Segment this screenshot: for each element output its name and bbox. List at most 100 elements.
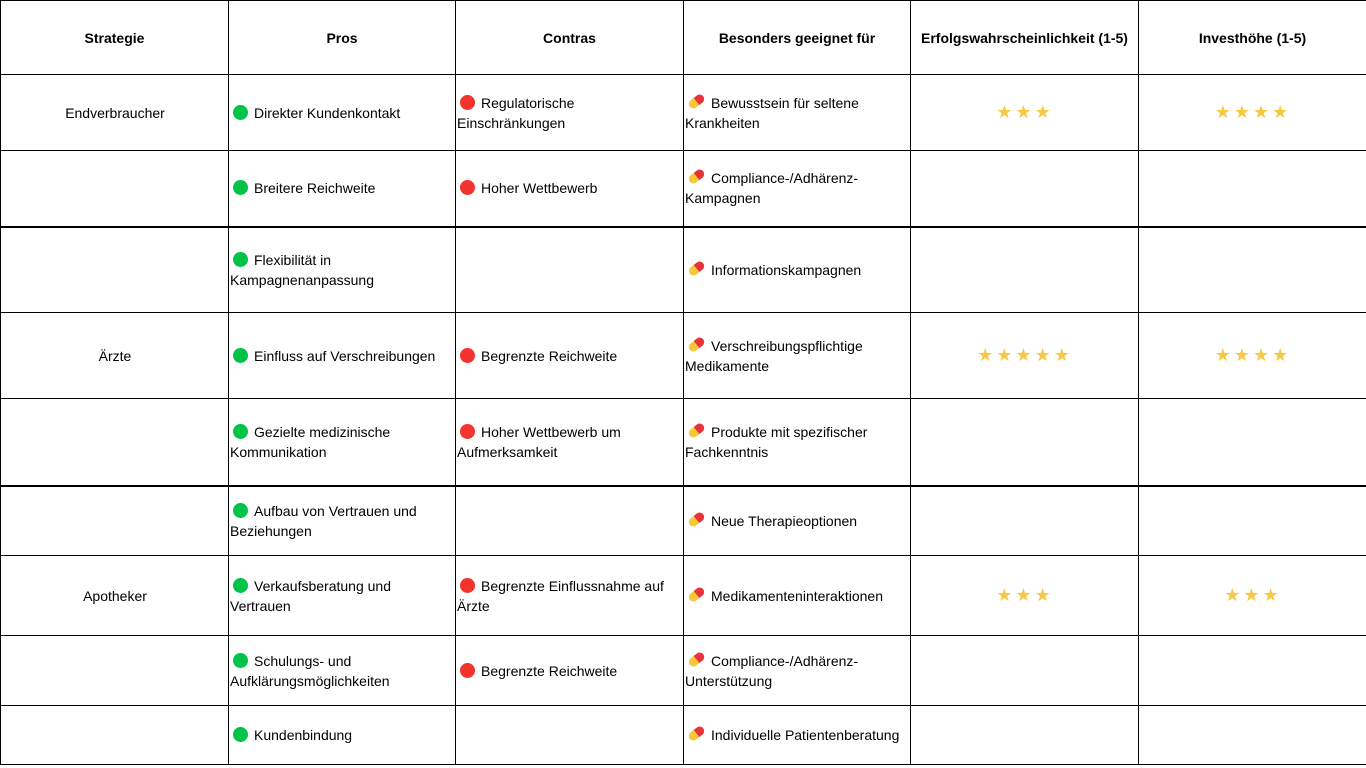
star-rating: ★★★★ bbox=[1215, 345, 1292, 365]
green-circle-icon bbox=[233, 423, 248, 439]
red-circle-icon bbox=[460, 662, 475, 678]
header-invest: Investhöhe (1-5) bbox=[1138, 0, 1366, 75]
star-rating: ★★★ bbox=[1224, 585, 1281, 605]
green-circle-icon bbox=[233, 727, 248, 742]
star-icon: ★ bbox=[1224, 585, 1244, 605]
cell-text: Schulungs- und Aufklärungsmöglichkeiten bbox=[230, 652, 390, 689]
green-circle-icon bbox=[233, 577, 248, 593]
green-circle-icon bbox=[233, 347, 248, 363]
header-row: Strategie Pros Contras Besonders geeigne… bbox=[0, 0, 1366, 75]
pro-cell: Aufbau von Vertrauen und Beziehungen bbox=[228, 485, 456, 556]
suited-cell: Bewusstsein für seltene Krankheiten bbox=[683, 74, 911, 151]
con-cell bbox=[455, 226, 684, 313]
star-rating: ★★★ bbox=[996, 585, 1053, 605]
invest-rating-cell bbox=[1138, 150, 1366, 228]
pill-icon bbox=[687, 585, 706, 603]
success-rating-cell: ★★★ bbox=[910, 555, 1139, 636]
invest-rating-cell bbox=[1138, 705, 1366, 765]
star-icon: ★ bbox=[1034, 585, 1054, 605]
invest-rating-cell bbox=[1138, 485, 1366, 556]
cell-text: Neue Therapieoptionen bbox=[711, 512, 858, 529]
cell-text: Produkte mit spezifischer Fachkenntnis bbox=[685, 423, 868, 460]
cell-text: Compliance-/Adhärenz-Unterstützung bbox=[685, 652, 859, 689]
invest-rating-cell bbox=[1138, 635, 1366, 706]
pro-cell: Gezielte medizinische Kommunikation bbox=[228, 398, 456, 487]
success-rating-cell bbox=[910, 635, 1139, 706]
strategy-cell bbox=[0, 485, 229, 556]
star-icon: ★ bbox=[1272, 102, 1292, 122]
strategy-cell bbox=[0, 635, 229, 706]
header-geeignet: Besonders geeignet für bbox=[683, 0, 911, 75]
cell-text: Breitere Reichweite bbox=[254, 180, 376, 197]
pill-icon bbox=[687, 724, 706, 743]
green-circle-icon bbox=[233, 502, 248, 518]
star-icon: ★ bbox=[1233, 102, 1253, 122]
table-row: Kundenbindung Individuelle Patientenberat… bbox=[0, 705, 1366, 765]
pill-icon bbox=[687, 92, 706, 110]
con-cell: Hoher Wettbewerb bbox=[455, 150, 684, 228]
cell-text: Regulatorische Einschränkungen bbox=[457, 94, 575, 131]
strategy-cell bbox=[0, 226, 229, 313]
cell-text: Verkaufsberatung und Vertrauen bbox=[230, 577, 391, 614]
strategy-cell bbox=[0, 150, 229, 228]
invest-rating-cell: ★★★ bbox=[1138, 555, 1366, 636]
success-rating-cell bbox=[910, 226, 1139, 313]
strategy-cell: Apotheker bbox=[0, 555, 229, 636]
header-strategie: Strategie bbox=[0, 0, 229, 75]
suited-cell: Compliance-/Adhärenz-Kampagnen bbox=[683, 150, 911, 228]
pill-icon bbox=[687, 510, 706, 529]
star-icon: ★ bbox=[1034, 345, 1054, 365]
star-icon: ★ bbox=[977, 345, 997, 365]
star-icon: ★ bbox=[1015, 345, 1035, 365]
cell-text: Bewusstsein für seltene Krankheiten bbox=[685, 94, 859, 131]
green-circle-icon bbox=[233, 251, 248, 267]
table-row: Gezielte medizinische Kommunikation Hoher… bbox=[0, 398, 1366, 487]
suited-cell: Compliance-/Adhärenz-Unterstützung bbox=[683, 635, 911, 706]
cell-text: Begrenzte Reichweite bbox=[481, 347, 618, 364]
red-circle-icon bbox=[460, 94, 475, 110]
cell-text: Kundenbindung bbox=[254, 727, 353, 743]
pro-cell: Flexibilität in Kampagnenanpassung bbox=[228, 226, 456, 313]
cell-text: Flexibilität in Kampagnenanpassung bbox=[230, 251, 375, 288]
cell-text: Medikamenteninteraktionen bbox=[711, 587, 883, 604]
pro-cell: Kundenbindung bbox=[228, 705, 456, 765]
strategy-cell: Endverbraucher bbox=[0, 74, 229, 151]
pill-icon bbox=[687, 167, 706, 186]
pro-cell: Direkter Kundenkontakt bbox=[228, 74, 456, 151]
star-icon: ★ bbox=[1243, 585, 1263, 605]
green-circle-icon bbox=[233, 652, 248, 668]
success-rating-cell bbox=[910, 485, 1139, 556]
suited-cell: Neue Therapieoptionen bbox=[683, 485, 911, 556]
con-cell: Begrenzte Einflussnahme auf Ärzte bbox=[455, 555, 684, 636]
star-rating: ★★★★ bbox=[1215, 102, 1292, 122]
green-circle-icon bbox=[233, 180, 248, 196]
cell-text: Hoher Wettbewerb um Aufmerksamkeit bbox=[457, 423, 621, 460]
strategy-cell bbox=[0, 398, 229, 487]
red-circle-icon bbox=[460, 423, 475, 439]
cell-text: Einfluss auf Verschreibungen bbox=[254, 347, 436, 364]
success-rating-cell bbox=[910, 705, 1139, 765]
suited-cell: Verschreibungspflichtige Medikamente bbox=[683, 312, 911, 399]
con-cell: Hoher Wettbewerb um Aufmerksamkeit bbox=[455, 398, 684, 487]
suited-cell: Produkte mit spezifischer Fachkenntnis bbox=[683, 398, 911, 487]
star-icon: ★ bbox=[1034, 102, 1054, 122]
red-circle-icon bbox=[460, 347, 475, 363]
con-cell bbox=[455, 705, 684, 765]
con-cell bbox=[455, 485, 684, 556]
star-icon: ★ bbox=[1272, 345, 1292, 365]
cell-text: Verschreibungspflichtige Medikamente bbox=[685, 337, 863, 374]
suited-cell: Individuelle Patientenberatung bbox=[683, 705, 911, 765]
table-row: Schulungs- und Aufklärungsmöglichkeiten B… bbox=[0, 635, 1366, 706]
star-icon: ★ bbox=[1214, 102, 1234, 122]
table-row: Flexibilität in Kampagnenanpassung Inform… bbox=[0, 226, 1366, 313]
star-icon: ★ bbox=[996, 585, 1016, 605]
star-icon: ★ bbox=[1214, 345, 1234, 365]
header-contras: Contras bbox=[455, 0, 684, 75]
success-rating-cell bbox=[910, 398, 1139, 487]
star-icon: ★ bbox=[1053, 345, 1073, 365]
pill-icon bbox=[687, 259, 706, 278]
con-cell: Begrenzte Reichweite bbox=[455, 635, 684, 706]
star-rating: ★★★★★ bbox=[977, 345, 1073, 365]
strategy-cell: Ärzte bbox=[0, 312, 229, 399]
star-icon: ★ bbox=[996, 345, 1016, 365]
